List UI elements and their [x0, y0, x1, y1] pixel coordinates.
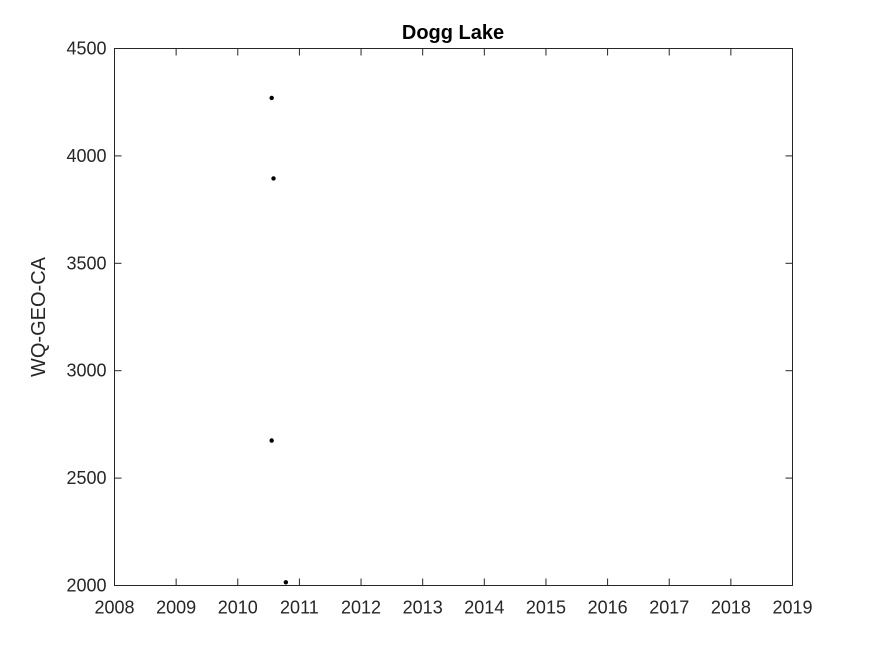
y-axis-label: WQ-GEO-CA: [28, 256, 50, 377]
y-tick-label: 4000: [66, 146, 106, 166]
x-tick-label: 2013: [403, 598, 443, 618]
data-point: [271, 176, 276, 181]
x-tick-label: 2018: [711, 598, 751, 618]
data-point: [269, 95, 274, 101]
x-tick-label: 2012: [341, 598, 381, 618]
y-tick-label: 3000: [66, 361, 106, 381]
x-tick-label: 2017: [649, 598, 689, 618]
y-tick-label: 4500: [66, 39, 106, 59]
plot-area: [114, 48, 793, 586]
y-tick-label: 3500: [66, 253, 106, 273]
data-points: [269, 95, 289, 585]
x-tick-label: 2016: [588, 598, 628, 618]
y-tick-label: 2500: [66, 468, 106, 488]
x-tick-label: 2019: [772, 598, 812, 618]
data-point: [283, 580, 289, 585]
data-point: [269, 438, 274, 443]
x-tick-label: 2010: [218, 598, 258, 618]
chart-title: Dogg Lake: [402, 22, 504, 44]
x-axis: 2008 2009 2010 2011 2012 2013 2014 2015 2016 2017…: [94, 48, 813, 618]
x-tick-label: 2015: [526, 598, 566, 618]
x-tick-label: 2014: [464, 598, 504, 618]
y-axis: 2000 2500 3000 3500 4000 4500: [66, 39, 793, 596]
y-tick-label: 2000: [66, 576, 106, 596]
x-tick-label: 2008: [94, 598, 134, 618]
x-tick-label: 2011: [280, 598, 319, 618]
x-tick-label: 2009: [156, 598, 196, 618]
